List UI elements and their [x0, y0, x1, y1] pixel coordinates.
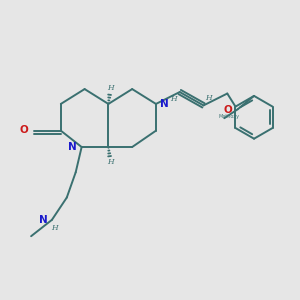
Text: H: H [52, 224, 58, 232]
Text: N: N [39, 214, 47, 224]
Text: H: H [170, 94, 177, 103]
Text: N: N [68, 142, 77, 152]
Text: H: H [107, 85, 114, 92]
Text: N: N [160, 99, 169, 109]
Text: O: O [20, 125, 29, 135]
Text: H: H [206, 94, 212, 102]
Text: Methoxy: Methoxy [219, 115, 240, 119]
Text: O: O [224, 105, 232, 115]
Text: H: H [107, 158, 114, 166]
